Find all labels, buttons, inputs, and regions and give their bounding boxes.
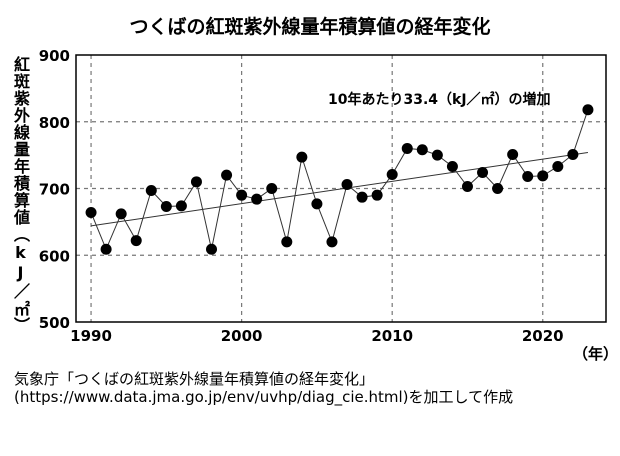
data-point xyxy=(296,151,308,163)
data-point xyxy=(446,160,458,172)
x-tick-label: 2000 xyxy=(221,327,263,345)
data-point xyxy=(206,243,218,255)
data-point xyxy=(477,166,489,178)
data-point xyxy=(492,183,504,194)
data-point xyxy=(160,201,172,213)
data-point xyxy=(356,191,368,203)
trend-annotation: 10年あたり33.4（kJ／㎡）の増加 xyxy=(328,91,551,108)
x-axis-label: （年） xyxy=(573,345,619,363)
y-tick-label: 600 xyxy=(39,247,70,265)
data-point xyxy=(431,149,443,161)
chart-title: つくばの紅斑紫外線量年積算値の経年変化 xyxy=(129,16,491,38)
x-tick-label: 1990 xyxy=(70,327,112,345)
data-point xyxy=(145,185,157,197)
y-tick-label: 900 xyxy=(39,47,70,65)
y-tick-label: 500 xyxy=(39,314,70,332)
x-tick-label: 2020 xyxy=(522,327,564,345)
data-point xyxy=(416,144,428,156)
data-point xyxy=(266,183,278,194)
data-point xyxy=(461,180,473,192)
data-point xyxy=(221,169,233,181)
data-point xyxy=(341,178,353,190)
data-point xyxy=(311,198,323,210)
y-tick-label: 800 xyxy=(39,114,70,132)
data-point xyxy=(130,235,142,247)
data-point xyxy=(567,148,579,160)
data-point xyxy=(190,176,202,188)
data-point xyxy=(371,189,383,201)
data-point xyxy=(236,189,248,201)
data-point xyxy=(281,236,293,248)
data-point xyxy=(401,142,413,154)
data-point xyxy=(522,170,534,182)
plot-frame xyxy=(75,54,607,323)
x-tick-label: 2010 xyxy=(371,327,413,345)
data-point xyxy=(326,236,338,248)
data-point xyxy=(537,170,549,182)
data-point xyxy=(582,104,594,116)
data-point xyxy=(251,193,263,205)
data-point xyxy=(100,243,112,255)
data-point xyxy=(552,160,564,172)
y-axis-label: 紅斑紫外線量年積算値（kJ／㎡） xyxy=(11,56,30,334)
series-line xyxy=(90,109,589,251)
trend-line xyxy=(90,151,589,227)
data-point xyxy=(115,208,127,220)
data-point xyxy=(85,207,97,219)
data-point xyxy=(386,168,398,180)
source-note: 気象庁「つくばの紅斑紫外線量年積算値の経年変化」(https://www.dat… xyxy=(14,370,514,406)
data-point xyxy=(175,200,187,212)
y-tick-label: 700 xyxy=(39,181,70,199)
data-point xyxy=(507,148,519,160)
